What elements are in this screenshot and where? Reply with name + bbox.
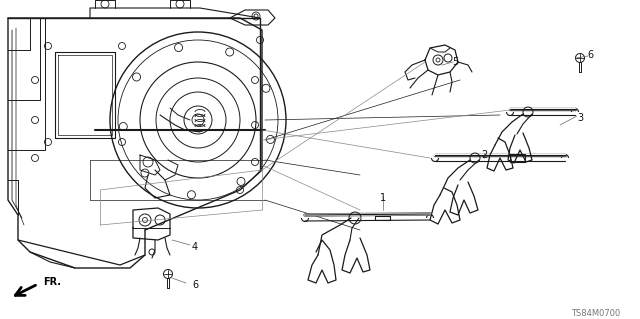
Text: 6: 6 [192,280,198,290]
Text: 3: 3 [577,113,583,123]
Text: FR.: FR. [43,277,61,287]
Text: 4: 4 [192,242,198,252]
Text: 1: 1 [380,193,386,203]
Text: 2: 2 [481,150,487,160]
Text: 6: 6 [587,50,593,60]
Text: 5: 5 [452,57,458,67]
Text: TS84M0700: TS84M0700 [571,308,620,317]
